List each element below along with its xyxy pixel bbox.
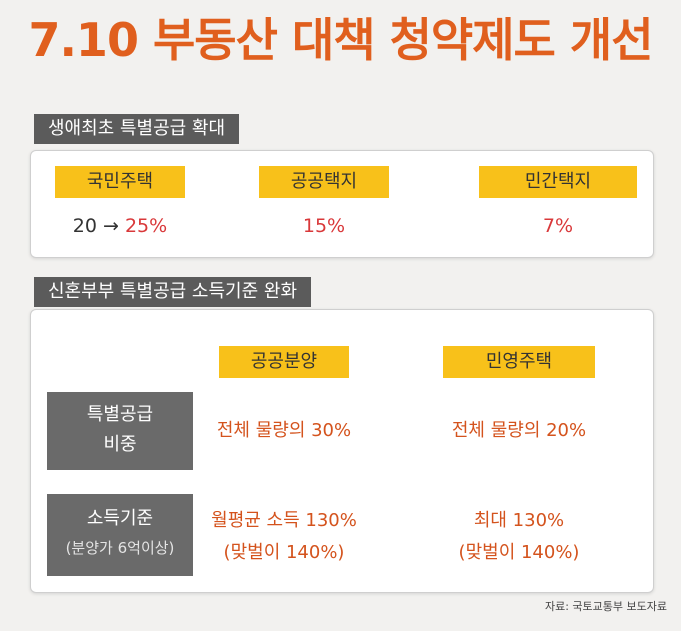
row-head-line2: (분양가 6억이상) xyxy=(65,539,175,557)
source-note: 자료: 국토교통부 보도자료 xyxy=(544,600,667,613)
national-housing-value: 20 → 25% xyxy=(55,215,185,237)
first-home-panel: 국민주택 공공택지 민간택지 20 → 25% 15% 7% xyxy=(30,150,654,258)
row-head-special-supply: 특별공급 비중 xyxy=(47,392,193,470)
column-private-housing: 민영주택 xyxy=(443,346,595,378)
section-label-newlywed: 신혼부부 특별공급 소득기준 완화 xyxy=(34,277,312,307)
row-head-income: 소득기준 (분양가 6억이상) xyxy=(47,494,193,576)
public-land-value: 15% xyxy=(302,215,346,237)
value-to: 25% xyxy=(124,215,168,237)
row-head-line1: 특별공급 xyxy=(86,404,154,425)
cell-public-ratio: 전체 물량의 30% xyxy=(216,420,352,441)
value-from: 20 → xyxy=(72,215,119,237)
column-public-sale: 공공분양 xyxy=(219,346,349,378)
tag-national-housing: 국민주택 xyxy=(55,166,185,198)
section-label-first-home: 생애최초 특별공급 확대 xyxy=(34,114,240,144)
newlywed-panel: 공공분양 민영주택 특별공급 비중 전체 물량의 30% 전체 물량의 20% … xyxy=(30,309,654,593)
cell-private-income-1: 최대 130% xyxy=(473,510,565,531)
cell-public-income-2: (맞벌이 140%) xyxy=(223,542,345,563)
row-head-line1: 소득기준 xyxy=(86,508,154,529)
tag-private-land: 민간택지 xyxy=(479,166,637,198)
row-head-line2: 비중 xyxy=(103,434,137,455)
tag-public-land: 공공택지 xyxy=(259,166,389,198)
private-land-value: 7% xyxy=(542,215,574,237)
page-title: 7.10 부동산 대책 청약제도 개선 xyxy=(28,13,653,67)
cell-private-income-2: (맞벌이 140%) xyxy=(458,542,580,563)
cell-public-income-1: 월평균 소득 130% xyxy=(211,510,357,531)
cell-private-ratio: 전체 물량의 20% xyxy=(451,420,587,441)
